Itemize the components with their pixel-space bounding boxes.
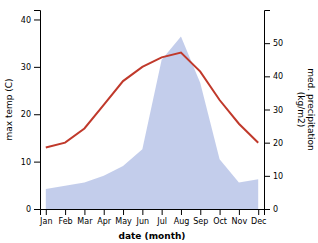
tick: 50 bbox=[264, 39, 283, 48]
tick-mark bbox=[84, 209, 85, 215]
tick-mark bbox=[34, 19, 40, 20]
chart: Jan Feb Mar AprMay Jun Jul AugSep Oct NovDec 0 10 2… bbox=[0, 0, 318, 243]
tick-label: 20 bbox=[21, 110, 31, 119]
tick-label: Oct bbox=[213, 217, 227, 226]
line bbox=[46, 53, 258, 148]
tick-mark bbox=[34, 209, 40, 210]
tick: Nov bbox=[232, 209, 248, 226]
tick-mark bbox=[142, 209, 143, 215]
tick-label: Jul bbox=[156, 217, 167, 226]
y-axis-title: max temp (C) bbox=[4, 78, 14, 140]
axis-line bbox=[34, 11, 41, 210]
tick-mark bbox=[239, 209, 240, 215]
tick: 0 bbox=[26, 205, 40, 214]
tick-label: Jan bbox=[39, 217, 52, 226]
tick-label: 0 bbox=[273, 205, 278, 214]
tick: Oct bbox=[213, 209, 227, 226]
tick: 10 bbox=[264, 172, 283, 181]
tick-label: Mar bbox=[77, 217, 93, 226]
tick-label: 20 bbox=[273, 139, 283, 148]
tick-label: Sep bbox=[193, 217, 208, 226]
tick-mark bbox=[123, 209, 124, 215]
tick-label: Nov bbox=[232, 217, 248, 226]
tick: Dec bbox=[251, 209, 266, 226]
marks bbox=[46, 37, 258, 209]
tick: 20 bbox=[21, 110, 40, 119]
tick-label: May bbox=[115, 217, 132, 226]
axis-line bbox=[265, 11, 271, 210]
tick: Jun bbox=[136, 209, 150, 226]
y-axis: 0 10 20 30 40 bbox=[21, 11, 41, 215]
y2-axis: 0 10 20 30 40 50 bbox=[264, 11, 283, 215]
tick: Aug bbox=[174, 209, 190, 226]
tick: 30 bbox=[21, 63, 40, 72]
tick: Jul bbox=[156, 209, 167, 226]
tick: Jan bbox=[39, 209, 52, 226]
tick-mark bbox=[258, 209, 259, 215]
y2-axis-title: med. precipitation(kg/m2) bbox=[296, 68, 316, 150]
tick-mark bbox=[162, 209, 163, 215]
tick-mark bbox=[264, 76, 270, 77]
tick: 20 bbox=[264, 139, 283, 148]
axis-line bbox=[41, 210, 265, 216]
tick-label: Aug bbox=[174, 217, 190, 226]
tick-mark bbox=[264, 143, 270, 144]
tick-mark bbox=[264, 176, 270, 177]
tick-mark bbox=[264, 209, 270, 210]
tick: May bbox=[115, 209, 132, 226]
x-axis-title: date (month) bbox=[119, 231, 186, 241]
tick-label: 30 bbox=[273, 106, 283, 115]
plot: Jan Feb Mar AprMay Jun Jul AugSep Oct NovDec 0 10 2… bbox=[4, 11, 316, 242]
tick-label: 50 bbox=[273, 39, 283, 48]
chart-container: Jan Feb Mar AprMay Jun Jul AugSep Oct NovDec 0 10 2… bbox=[0, 0, 318, 243]
tick-mark bbox=[34, 162, 40, 163]
tick-mark bbox=[46, 209, 47, 215]
tick-label: 40 bbox=[273, 72, 283, 81]
tick: Mar bbox=[77, 209, 93, 226]
tick-mark bbox=[264, 43, 270, 44]
tick-label: 40 bbox=[21, 16, 31, 25]
y2-axis-title-line: med. precipitation bbox=[306, 68, 316, 150]
tick-mark bbox=[34, 67, 40, 68]
tick-mark bbox=[34, 114, 40, 115]
tick-mark bbox=[104, 209, 105, 215]
tick-label: Apr bbox=[97, 217, 112, 226]
area bbox=[46, 37, 258, 209]
tick: 0 bbox=[264, 205, 278, 214]
tick-mark bbox=[264, 110, 270, 111]
tick-label: 10 bbox=[21, 158, 31, 167]
tick-label: 10 bbox=[273, 172, 283, 181]
x-axis: Jan Feb Mar AprMay Jun Jul AugSep Oct NovDec bbox=[39, 209, 266, 226]
tick-label: Feb bbox=[59, 217, 73, 226]
tick: 10 bbox=[21, 158, 40, 167]
tick: Feb bbox=[59, 209, 73, 226]
tick: Apr bbox=[97, 209, 112, 226]
tick-mark bbox=[200, 209, 201, 215]
tick-mark bbox=[220, 209, 221, 215]
tick-mark bbox=[181, 209, 182, 215]
tick: 30 bbox=[264, 106, 283, 115]
tick: Sep bbox=[193, 209, 208, 226]
tick: 40 bbox=[21, 16, 40, 25]
tick-label: 0 bbox=[26, 205, 31, 214]
y2-axis-title-line: (kg/m2) bbox=[296, 92, 306, 127]
tick-label: Jun bbox=[136, 217, 150, 226]
tick: 40 bbox=[264, 72, 283, 81]
tick-mark bbox=[65, 209, 66, 215]
tick-label: Dec bbox=[251, 217, 266, 226]
tick-label: 30 bbox=[21, 63, 31, 72]
